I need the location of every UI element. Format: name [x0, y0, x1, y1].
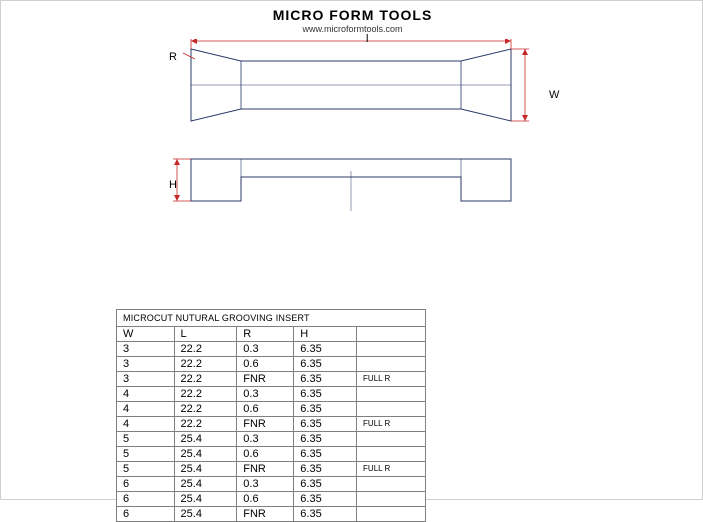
col-note	[357, 327, 425, 342]
table-cell: 5	[117, 462, 174, 477]
page-title: MICRO FORM TOOLS	[1, 7, 703, 23]
table-cell: 0.6	[237, 402, 294, 417]
label-h: H	[169, 179, 177, 191]
table-row: 525.40.36.35	[117, 432, 425, 447]
col-h: H	[294, 327, 357, 342]
table-cell: 0.3	[237, 342, 294, 357]
table-cell: 6.35	[294, 387, 357, 402]
table-cell	[357, 447, 425, 462]
table-cell: FNR	[237, 417, 294, 432]
table-cell: FULL R	[357, 372, 425, 387]
table-cell: 4	[117, 417, 174, 432]
technical-drawing: R l W H	[171, 39, 571, 269]
table-cell: 6.35	[294, 492, 357, 507]
label-r: R	[169, 51, 177, 63]
table-cell: 25.4	[174, 432, 237, 447]
table-row: 322.2FNR6.35FULL R	[117, 372, 425, 387]
table-head: W L R H	[117, 327, 425, 342]
table-cell	[357, 387, 425, 402]
table-cell: 25.4	[174, 492, 237, 507]
table-cell: 6.35	[294, 402, 357, 417]
table-body: 322.20.36.35322.20.66.35322.2FNR6.35FULL…	[117, 342, 425, 522]
table-cell: 6.35	[294, 447, 357, 462]
table-cell: 6.35	[294, 417, 357, 432]
table-cell	[357, 342, 425, 357]
table-cell: 3	[117, 372, 174, 387]
table-cell: 22.2	[174, 357, 237, 372]
spec-table: W L R H 322.20.36.35322.20.66.35322.2FNR…	[117, 327, 425, 521]
table-cell: 6	[117, 477, 174, 492]
table-cell: 22.2	[174, 342, 237, 357]
table-row: 625.40.36.35	[117, 477, 425, 492]
table-row: 422.2FNR6.35FULL R	[117, 417, 425, 432]
table-cell: 6.35	[294, 477, 357, 492]
table-cell: 6.35	[294, 372, 357, 387]
table-cell: 3	[117, 357, 174, 372]
table-cell: 0.3	[237, 432, 294, 447]
table-cell: FULL R	[357, 462, 425, 477]
table-cell: FNR	[237, 462, 294, 477]
table-cell: FNR	[237, 372, 294, 387]
table-cell	[357, 357, 425, 372]
table-header-row: W L R H	[117, 327, 425, 342]
table-cell: 6.35	[294, 357, 357, 372]
col-l: L	[174, 327, 237, 342]
table-cell: 0.3	[237, 387, 294, 402]
table-row: 322.20.36.35	[117, 342, 425, 357]
table-cell: 25.4	[174, 462, 237, 477]
page-subtitle: www.microformtools.com	[1, 24, 703, 34]
table-cell: 25.4	[174, 447, 237, 462]
table-cell	[357, 477, 425, 492]
table-cell: 6.35	[294, 462, 357, 477]
table-cell: 0.6	[237, 492, 294, 507]
table-cell: 6.35	[294, 507, 357, 522]
col-r: R	[237, 327, 294, 342]
table-row: 422.20.36.35	[117, 387, 425, 402]
table-row: 625.4FNR6.35	[117, 507, 425, 522]
table-cell: 22.2	[174, 417, 237, 432]
table-cell: 4	[117, 387, 174, 402]
table-cell: 5	[117, 432, 174, 447]
table-title: MICROCUT NUTURAL GROOVING INSERT	[117, 310, 425, 327]
table-cell	[357, 492, 425, 507]
spec-table-container: MICROCUT NUTURAL GROOVING INSERT W L R H…	[116, 309, 426, 522]
table-cell: 22.2	[174, 372, 237, 387]
label-w: W	[549, 89, 559, 101]
header-block: MICRO FORM TOOLS www.microformtools.com	[1, 7, 703, 34]
table-cell: 6	[117, 507, 174, 522]
table-cell: 6	[117, 492, 174, 507]
table-row: 625.40.66.35	[117, 492, 425, 507]
table-cell: FNR	[237, 507, 294, 522]
table-cell	[357, 507, 425, 522]
table-row: 525.40.66.35	[117, 447, 425, 462]
table-cell: 0.6	[237, 357, 294, 372]
table-cell: 5	[117, 447, 174, 462]
table-cell: 22.2	[174, 387, 237, 402]
table-cell: 6.35	[294, 432, 357, 447]
table-cell: 0.3	[237, 477, 294, 492]
table-cell	[357, 402, 425, 417]
table-cell: 4	[117, 402, 174, 417]
table-cell: 0.6	[237, 447, 294, 462]
col-w: W	[117, 327, 174, 342]
table-cell: FULL R	[357, 417, 425, 432]
table-row: 525.4FNR6.35FULL R	[117, 462, 425, 477]
table-cell	[357, 432, 425, 447]
table-row: 422.20.66.35	[117, 402, 425, 417]
table-cell: 3	[117, 342, 174, 357]
drawing-svg	[171, 39, 571, 269]
label-l: l	[366, 33, 368, 45]
table-cell: 6.35	[294, 342, 357, 357]
table-cell: 25.4	[174, 477, 237, 492]
table-cell: 25.4	[174, 507, 237, 522]
table-row: 322.20.66.35	[117, 357, 425, 372]
table-cell: 22.2	[174, 402, 237, 417]
